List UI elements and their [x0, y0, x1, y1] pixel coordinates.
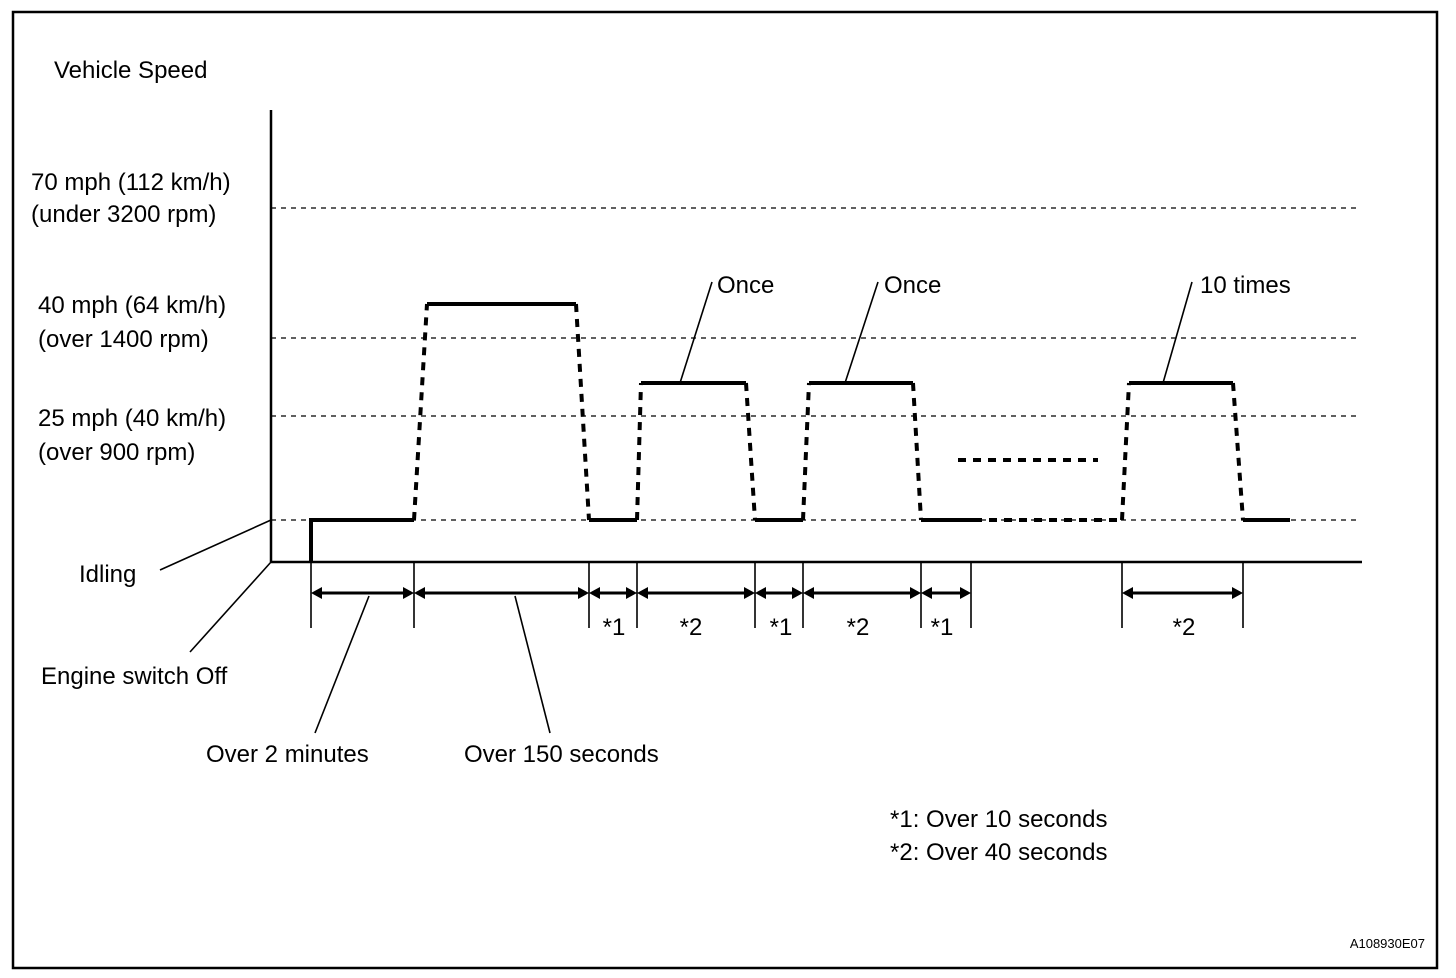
speed-label-70-line2: (under 3200 rpm): [31, 201, 216, 228]
interval-marker: *1: [931, 614, 954, 641]
callout-once-1: Once: [717, 272, 774, 299]
speed-profile: [309, 302, 1290, 562]
leader-engine-off: [189, 561, 272, 653]
interval-ticks: [310, 562, 1244, 628]
leader-once-1: [679, 281, 713, 384]
speed-label-40-line2: (over 1400 rpm): [38, 326, 209, 353]
idling-label: Idling: [79, 561, 136, 588]
callout-once-2: Once: [884, 272, 941, 299]
leader-over-150-s: [514, 595, 551, 734]
speed-label-40-line1: 40 mph (64 km/h): [38, 292, 226, 319]
figure-code: A108930E07: [1350, 936, 1425, 951]
note-star-1: *1: Over 10 seconds: [890, 806, 1107, 833]
interval-marker: *2: [1173, 614, 1196, 641]
diagram-frame: [11, 10, 1439, 970]
duration-over-150-s: Over 150 seconds: [464, 741, 659, 768]
interval-marker: *1: [603, 614, 626, 641]
speed-label-70-line1: 70 mph (112 km/h): [31, 169, 231, 196]
leader-ten-times: [1162, 281, 1193, 384]
engine-off-label: Engine switch Off: [41, 663, 228, 690]
interval-arrows: [311, 587, 1243, 599]
interval-marker: *1: [770, 614, 793, 641]
leader-over-2-min: [314, 595, 370, 734]
callout-ten-times: 10 times: [1200, 272, 1291, 299]
duration-over-2-min: Over 2 minutes: [206, 741, 369, 768]
interval-marker: *2: [680, 614, 703, 641]
leader-once-2: [844, 281, 879, 384]
speed-label-25-line2: (over 900 rpm): [38, 439, 195, 466]
leader-idling: [159, 519, 272, 571]
y-axis-title: Vehicle Speed: [54, 57, 207, 84]
note-star-2: *2: Over 40 seconds: [890, 839, 1107, 866]
speed-label-25-line1: 25 mph (40 km/h): [38, 405, 226, 432]
interval-marker: *2: [847, 614, 870, 641]
